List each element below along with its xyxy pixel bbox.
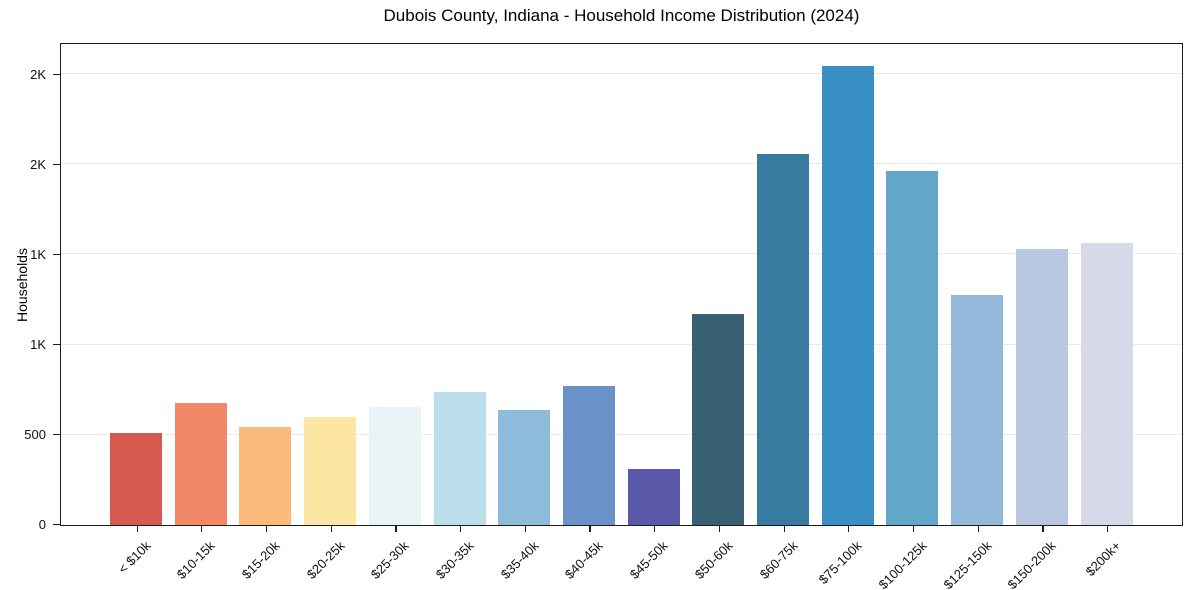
x-tick-mark <box>977 526 979 532</box>
x-tick-label: $35-40k <box>497 538 542 582</box>
bar-10k <box>110 433 162 525</box>
y-tick-label: 2K <box>30 66 46 82</box>
y-tick-label: 1K <box>30 246 46 262</box>
gridline <box>61 433 1182 435</box>
x-tick-label: $40-45k <box>562 538 606 582</box>
x-tick-label: $100-125k <box>875 538 930 590</box>
x-tick-label: $15-20k <box>238 538 283 582</box>
x-axis-labels: < $10k $10-15k $15-20k $20-25k $25-30k $30-35… <box>62 533 1185 590</box>
y-tick-label: 500 <box>24 426 46 442</box>
y-axis: 0 500 1K 1K 2K 2K <box>0 45 60 532</box>
x-tick-label: $75-100k <box>815 538 865 587</box>
y-tick-mark <box>53 253 60 256</box>
bar-15-20k <box>239 426 292 525</box>
x-tick-label: $20-25k <box>303 538 348 582</box>
bar-35-40k <box>498 409 551 525</box>
bar-50-60k <box>692 314 745 525</box>
x-tick-label: $45-50k <box>626 538 671 582</box>
y-tick-label: 1K <box>30 336 46 352</box>
x-tick-label: $50-60k <box>691 538 736 582</box>
x-tick-mark <box>912 526 915 532</box>
x-tick-mark <box>654 526 656 532</box>
y-tick-mark <box>53 73 60 76</box>
bar-150-200k <box>1015 249 1068 525</box>
x-tick-mark <box>330 526 332 532</box>
y-tick-mark <box>53 523 60 526</box>
y-tick-mark <box>53 433 60 436</box>
x-tick-label: $125-150k <box>940 538 995 590</box>
y-tick-label: 2K <box>30 156 46 172</box>
x-tick-mark <box>1042 526 1044 532</box>
bar-200k <box>1080 242 1133 525</box>
chart-title: Dubois County, Indiana - Household Incom… <box>383 6 860 25</box>
bar-125-150k <box>951 295 1004 525</box>
bar-60-75k <box>757 154 809 525</box>
bar-75-100k <box>821 66 874 525</box>
x-tick-mark <box>265 526 268 532</box>
x-tick-mark <box>783 526 785 532</box>
x-tick-mark <box>718 526 721 532</box>
x-tick-label: $60-75k <box>756 538 801 582</box>
x-tick-mark <box>460 526 462 532</box>
x-tick-label: < $10k <box>114 538 154 577</box>
gridline <box>61 343 1182 345</box>
x-tick-mark <box>524 526 526 532</box>
x-tick-mark <box>395 526 397 532</box>
bar-20-25k <box>304 416 357 525</box>
gridline <box>61 253 1182 255</box>
bar-30-35k <box>433 392 486 525</box>
x-tick-label: $30-35k <box>432 538 477 582</box>
y-tick-mark <box>53 163 60 166</box>
x-axis <box>62 526 1182 533</box>
x-tick-mark <box>1107 526 1109 532</box>
x-tick-label: $10-15k <box>173 538 218 582</box>
x-tick-mark <box>201 526 203 532</box>
bar-100-125k <box>886 170 939 525</box>
bar-25-30k <box>368 406 421 525</box>
x-tick-mark <box>848 526 850 532</box>
x-tick-label: $200k+ <box>1082 538 1124 580</box>
bar-10-15k <box>174 403 227 525</box>
x-tick-mark <box>136 526 138 532</box>
plot-area <box>60 43 1183 526</box>
bar-40-45k <box>562 386 615 525</box>
gridline <box>61 163 1182 165</box>
x-tick-mark <box>589 526 591 532</box>
x-tick-label: $25-30k <box>368 538 412 582</box>
y-tick-mark <box>53 343 60 346</box>
y-tick-label: 0 <box>38 516 46 532</box>
gridline <box>61 73 1182 75</box>
bar-45-50k <box>627 469 680 525</box>
x-tick-label: $150-200k <box>1004 538 1059 590</box>
